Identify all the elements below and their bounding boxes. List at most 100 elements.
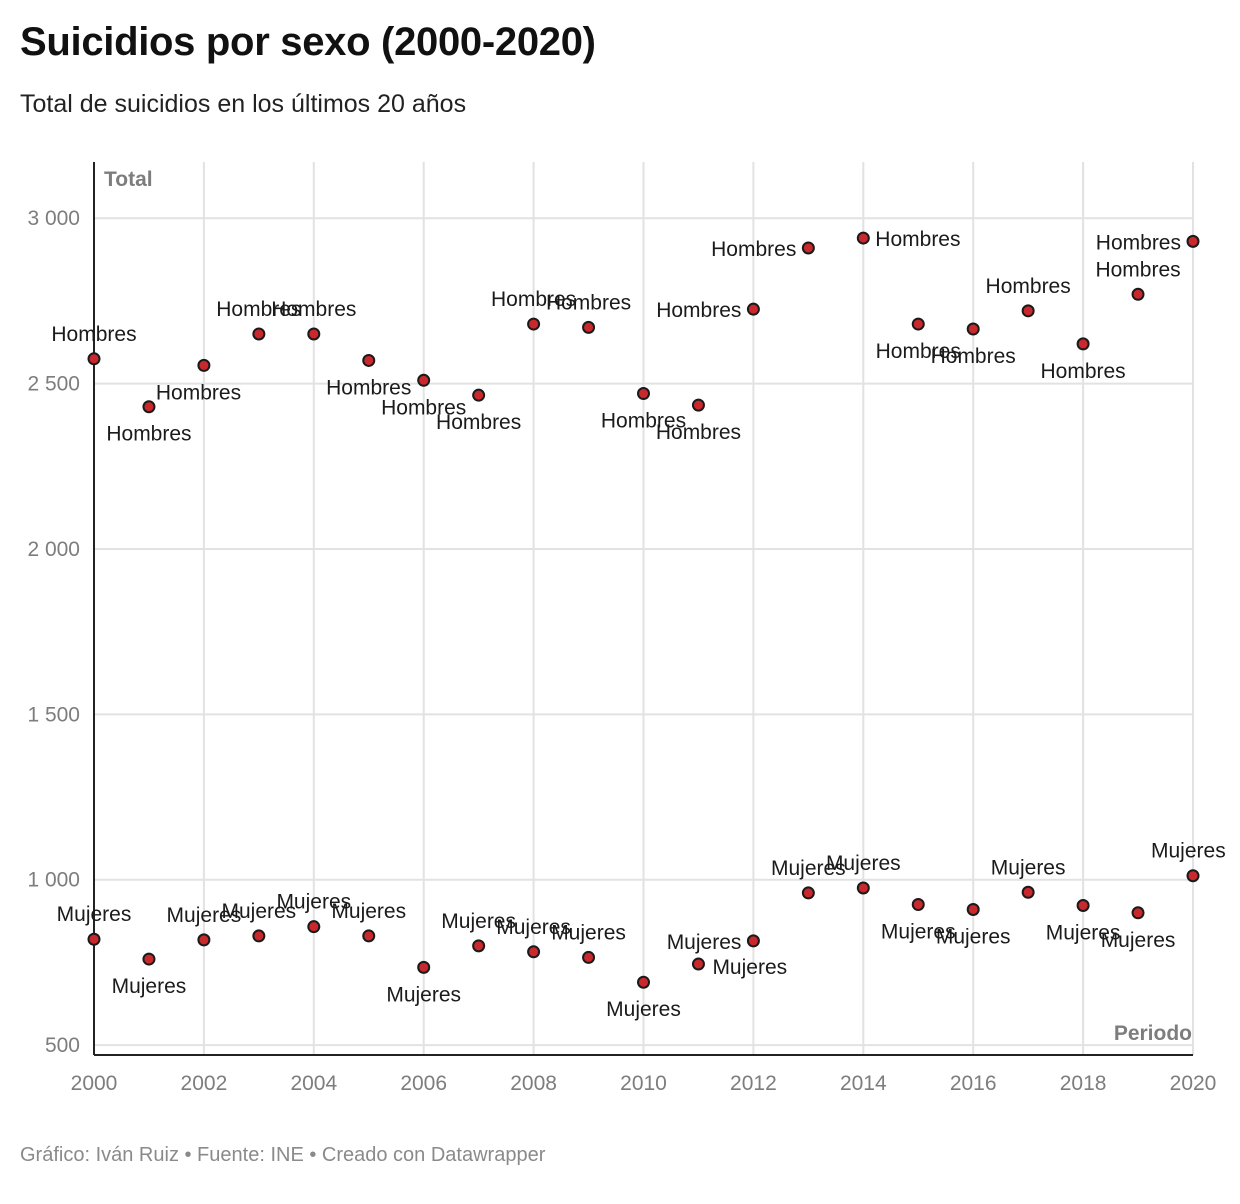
data-point [197, 358, 211, 372]
data-point [911, 898, 925, 912]
point-label: Mujeres [276, 891, 351, 914]
data-point [1076, 337, 1090, 351]
y-axis-title: Total [104, 168, 153, 191]
chart-subtitle: Total de suicidios en los últimos 20 año… [20, 90, 467, 118]
data-point [856, 231, 870, 245]
y-tick-label: 2 000 [27, 538, 80, 561]
point-label: Hombres [271, 298, 356, 321]
data-point [142, 400, 156, 414]
x-tick-label: 2010 [620, 1072, 667, 1095]
point-label: Mujeres [331, 900, 406, 923]
data-point [801, 241, 815, 255]
data-point [417, 960, 431, 974]
point-label: Hombres [875, 228, 960, 251]
point-label: Mujeres [1101, 929, 1176, 952]
source-credit: Gráfico: Iván Ruiz • Fuente: INE • Cread… [20, 1144, 546, 1166]
y-tick-label: 2 500 [27, 373, 80, 396]
point-label: Mujeres [1151, 840, 1226, 863]
point-label: Hombres [931, 345, 1016, 368]
point-label: Hombres [381, 396, 466, 419]
scatter-chart: 500 1 000 1 500 2 000 2 500 3 000 2000 2002 2004… [27, 162, 1226, 1095]
point-label: Hombres [1096, 231, 1181, 254]
x-tick-label: 2008 [510, 1072, 557, 1095]
point-label: Hombres [876, 340, 961, 363]
data-point [87, 352, 101, 366]
point-label: Mujeres [667, 931, 742, 954]
data-point [1186, 869, 1200, 883]
data-points [87, 231, 1200, 989]
data-point [1131, 287, 1145, 301]
data-point [527, 945, 541, 959]
data-point [307, 327, 321, 341]
data-point [746, 934, 760, 948]
x-tick-label: 2006 [400, 1072, 447, 1095]
point-label: Hombres [1095, 258, 1180, 281]
point-label: Hombres [156, 381, 241, 404]
data-point [582, 950, 596, 964]
data-point [87, 932, 101, 946]
point-label: Mujeres [826, 852, 901, 875]
point-label: Mujeres [441, 910, 516, 933]
point-label: Mujeres [551, 921, 626, 944]
point-label: Hombres [986, 275, 1071, 298]
y-tick-label: 3 000 [27, 207, 80, 230]
data-point [197, 933, 211, 947]
point-labels: HombresHombresHombresHombresHombresHombr… [51, 228, 1225, 1021]
point-label: Mujeres [771, 857, 846, 880]
data-point [362, 929, 376, 943]
point-label: Mujeres [167, 904, 242, 927]
axes: 500 1 000 1 500 2 000 2 500 3 000 2000 2002 2004… [27, 162, 1216, 1095]
data-point [637, 975, 650, 989]
data-point [1131, 906, 1145, 920]
data-point [801, 886, 815, 900]
data-point [966, 902, 980, 916]
point-label: Mujeres [881, 921, 956, 944]
x-tick-label: 2018 [1060, 1072, 1107, 1095]
y-tick-label: 1 000 [27, 869, 80, 892]
data-point [472, 388, 486, 402]
data-point [856, 881, 870, 895]
point-label: Hombres [1040, 360, 1125, 383]
data-point [966, 322, 980, 336]
point-label: Hombres [546, 291, 631, 314]
point-label: Mujeres [221, 900, 296, 923]
point-label: Hombres [51, 323, 136, 346]
data-point [911, 317, 925, 331]
point-label: Hombres [436, 411, 521, 434]
x-tick-label: 2012 [730, 1072, 777, 1095]
data-point [362, 353, 376, 367]
point-label: Mujeres [57, 903, 132, 926]
data-point [307, 920, 321, 934]
point-label: Mujeres [936, 925, 1011, 948]
x-tick-label: 2004 [290, 1072, 337, 1095]
point-label: Mujeres [1046, 922, 1121, 945]
x-tick-label: 2016 [950, 1072, 997, 1095]
point-label: Mujeres [991, 856, 1066, 879]
point-label: Hombres [216, 298, 301, 321]
point-label: Mujeres [386, 983, 461, 1006]
y-tick-label: 1 500 [27, 703, 80, 726]
point-label: Mujeres [496, 916, 571, 939]
point-label: Mujeres [712, 956, 787, 979]
data-point [1021, 304, 1035, 318]
data-point [417, 373, 431, 387]
data-point [1076, 899, 1090, 913]
data-point [142, 952, 156, 966]
data-point [746, 302, 760, 316]
data-point [691, 957, 705, 971]
point-label: Hombres [106, 423, 191, 446]
data-point [527, 317, 541, 331]
point-label: Mujeres [606, 998, 681, 1021]
data-point [472, 939, 486, 953]
data-point [637, 387, 650, 401]
data-point [691, 398, 705, 412]
data-point [1186, 234, 1200, 248]
x-tick-label: 2020 [1170, 1072, 1217, 1095]
point-label: Hombres [601, 410, 686, 433]
data-point [1021, 885, 1035, 899]
point-label: Mujeres [112, 975, 187, 998]
gridlines [94, 162, 1194, 1055]
point-label: Hombres [656, 421, 741, 444]
x-tick-label: 2014 [840, 1072, 887, 1095]
point-label: Hombres [711, 238, 796, 261]
